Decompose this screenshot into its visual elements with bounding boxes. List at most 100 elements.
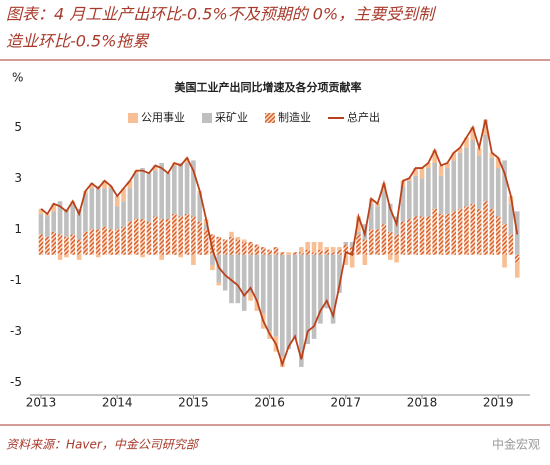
- bar-segment: [464, 206, 469, 255]
- bar-segment: [330, 247, 336, 253]
- x-tick-label: 2015: [178, 396, 209, 410]
- bar-segment: [299, 247, 304, 253]
- bar-segment: [172, 165, 177, 214]
- bar-segment: [121, 188, 126, 202]
- bar-segment: [356, 216, 361, 232]
- bar-segment: [438, 175, 444, 214]
- bar-segment: [197, 221, 203, 255]
- bar-segment: [248, 242, 253, 255]
- bar-segment: [57, 201, 63, 235]
- chart-title: 美国工业产出同比增速及各分项贡献率: [175, 80, 362, 94]
- bar-segment: [438, 165, 444, 176]
- bar-segment: [127, 188, 133, 222]
- bar-segment: [464, 137, 469, 148]
- bar-segment: [57, 254, 63, 260]
- bar-segment: [64, 208, 69, 237]
- watermark: 中金宏观: [492, 437, 540, 452]
- bar-segment: [57, 234, 63, 255]
- bar-segment: [184, 162, 190, 214]
- bar-segment: [451, 160, 457, 212]
- source: 资料来源：Haver，中金公司研究部: [6, 438, 200, 452]
- bar-segment: [470, 127, 476, 140]
- bar-segment: [184, 213, 190, 255]
- x-tick-label: 2014: [102, 396, 133, 410]
- bar-segment: [178, 162, 183, 217]
- bar-segment: [502, 254, 507, 268]
- bar-segment: [508, 234, 514, 255]
- bar-segment: [419, 168, 425, 179]
- bar-segment: [64, 254, 69, 258]
- bar-segment: [292, 252, 298, 255]
- bar-segment: [108, 229, 114, 255]
- bar-segment: [407, 180, 412, 220]
- bar-segment: [489, 152, 495, 158]
- bar-segment: [426, 168, 431, 217]
- bar-segment: [299, 252, 304, 255]
- bar-segment: [311, 254, 317, 339]
- bar-segment: [318, 249, 323, 255]
- bar-segment: [121, 201, 126, 227]
- bar-segment: [241, 239, 247, 242]
- bar-segment: [254, 244, 260, 255]
- bar-segment: [324, 249, 330, 255]
- bar-segment: [127, 221, 133, 255]
- bar-segment: [95, 254, 101, 258]
- bar-segment: [432, 150, 437, 163]
- bar-segment: [400, 221, 406, 255]
- bar-segment: [280, 252, 285, 255]
- bar-segment: [222, 239, 228, 255]
- bar-segment: [108, 188, 114, 230]
- bar-segment: [343, 254, 349, 265]
- bar-segment: [318, 254, 323, 324]
- bar-segment: [432, 162, 437, 209]
- y-tick-label: 3: [14, 171, 22, 185]
- bar-segment: [267, 249, 272, 255]
- bar-segment: [76, 239, 82, 255]
- bar-segment: [273, 254, 279, 337]
- bar-segment: [51, 231, 56, 255]
- bar-segment: [146, 221, 152, 255]
- bar-segment: [311, 252, 317, 255]
- bar-segment: [470, 203, 476, 255]
- bar-segment: [153, 170, 158, 217]
- bar-segment: [305, 254, 310, 344]
- bar-segment: [502, 160, 507, 225]
- bar-segment: [45, 213, 50, 217]
- bar-segment: [286, 252, 291, 255]
- bar-segment: [89, 229, 95, 255]
- bar-segment: [483, 134, 488, 202]
- y-tick-label: -5: [10, 375, 22, 389]
- bar-segment: [356, 234, 361, 255]
- bar-segment: [140, 168, 145, 220]
- bar-segment: [235, 239, 241, 255]
- bar-segment: [254, 254, 260, 301]
- bar-segment: [495, 168, 501, 217]
- x-tick-label: 2017: [331, 396, 362, 410]
- bar-segment: [305, 242, 310, 250]
- bar-segment: [330, 252, 336, 255]
- bar-segment: [267, 254, 272, 332]
- legend-label: 总产出: [347, 110, 380, 124]
- bar-segment: [457, 208, 463, 255]
- bar-segment: [178, 254, 183, 258]
- bar-segment: [324, 247, 330, 250]
- bar-segment: [457, 152, 463, 209]
- bar-segment: [419, 178, 425, 217]
- bar-segment: [159, 162, 164, 220]
- bar-segment: [375, 229, 380, 255]
- bar-segment: [387, 254, 393, 260]
- bar-segment: [324, 254, 330, 309]
- bar-segment: [514, 254, 520, 263]
- bar-segment: [70, 203, 76, 235]
- bar-segment: [407, 219, 412, 255]
- bar-segment: [216, 282, 222, 286]
- bar-segment: [495, 216, 501, 255]
- bar-segment: [368, 203, 374, 230]
- bar-segment: [235, 254, 241, 304]
- bar-segment: [362, 239, 368, 255]
- bar-segment: [489, 157, 495, 209]
- bar-segment: [38, 213, 44, 235]
- bar-segment: [476, 208, 482, 255]
- bar-segment: [337, 247, 342, 250]
